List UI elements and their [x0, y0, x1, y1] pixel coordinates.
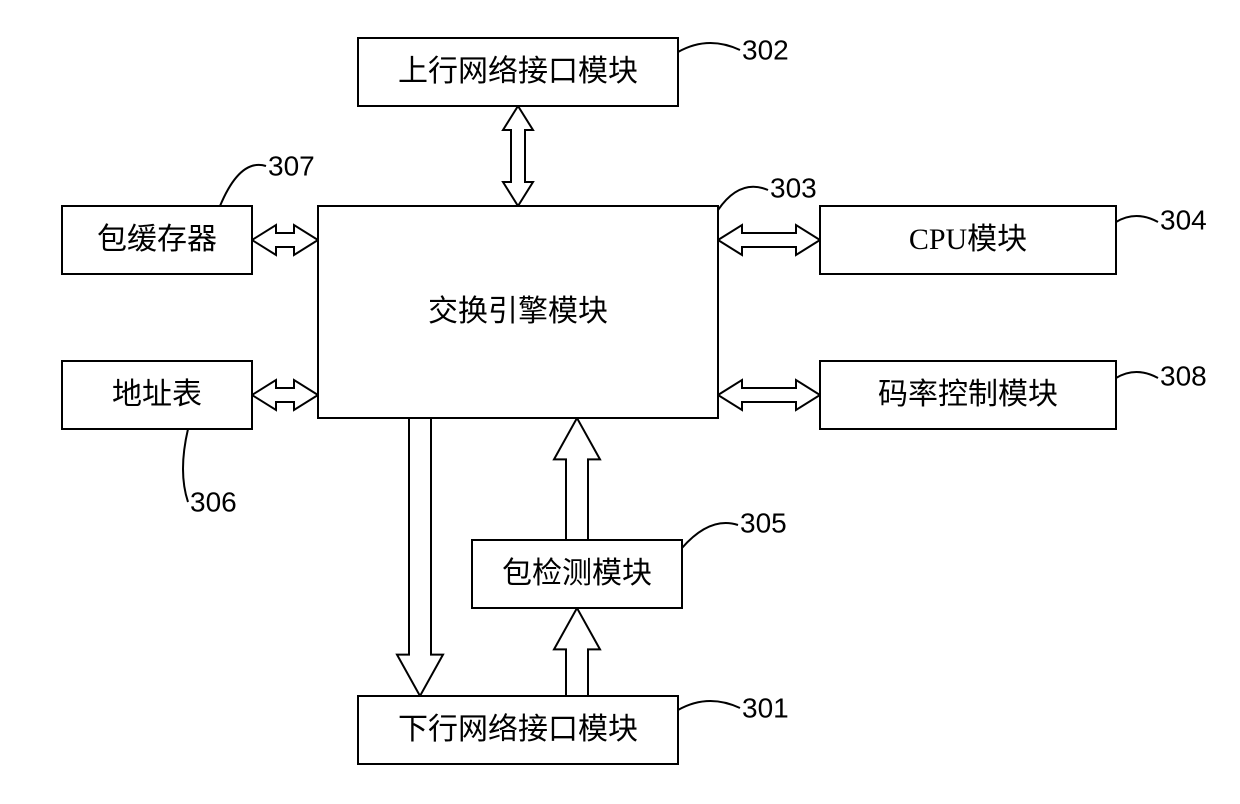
leader-pktdet — [682, 523, 738, 548]
ref-pktdet: 305 — [740, 507, 787, 538]
ref-addrtbl: 306 — [190, 486, 237, 517]
ref-uplink: 302 — [742, 34, 789, 65]
block-downlink: 下行网络接口模块 301 — [358, 692, 789, 764]
ref-pktbuf: 307 — [268, 150, 315, 181]
arrow-pktdet_engine — [554, 418, 600, 540]
leader-rate — [1116, 372, 1158, 378]
label-downlink: 下行网络接口模块 — [398, 713, 638, 746]
leader-cpu — [1116, 216, 1158, 222]
label-rate: 码率控制模块 — [878, 378, 1058, 411]
ref-cpu: 304 — [1160, 204, 1207, 235]
ref-rate: 308 — [1160, 360, 1207, 391]
arrow-addrtbl_engine — [252, 380, 318, 410]
leader-addrtbl — [183, 429, 188, 502]
block-cpu: CPU模块 304 — [820, 204, 1207, 274]
block-uplink: 上行网络接口模块 302 — [358, 34, 789, 106]
leader-uplink — [678, 43, 740, 52]
label-cpu: CPU模块 — [909, 223, 1027, 256]
label-pktbuf: 包缓存器 — [97, 223, 217, 256]
label-engine: 交换引擎模块 — [428, 295, 608, 328]
arrow-pktbuf_engine — [252, 225, 318, 255]
block-rate: 码率控制模块 308 — [820, 360, 1207, 429]
label-uplink: 上行网络接口模块 — [398, 55, 638, 88]
arrow-downlink_pktdet — [554, 608, 600, 696]
arrow-engine_downlink — [397, 418, 443, 696]
ref-downlink: 301 — [742, 692, 789, 723]
label-pktdet: 包检测模块 — [502, 557, 652, 590]
leader-downlink — [678, 701, 740, 710]
label-addrtbl: 地址表 — [112, 378, 202, 411]
arrow-rate_engine — [718, 380, 820, 410]
arrow-engine_uplink — [503, 106, 533, 206]
leader-engine — [718, 187, 768, 210]
block-pktdet: 包检测模块 305 — [472, 507, 787, 608]
ref-engine: 303 — [770, 172, 817, 203]
leader-pktbuf — [220, 165, 266, 206]
arrow-cpu_engine — [718, 225, 820, 255]
block-addrtbl: 地址表 306 — [62, 361, 252, 517]
